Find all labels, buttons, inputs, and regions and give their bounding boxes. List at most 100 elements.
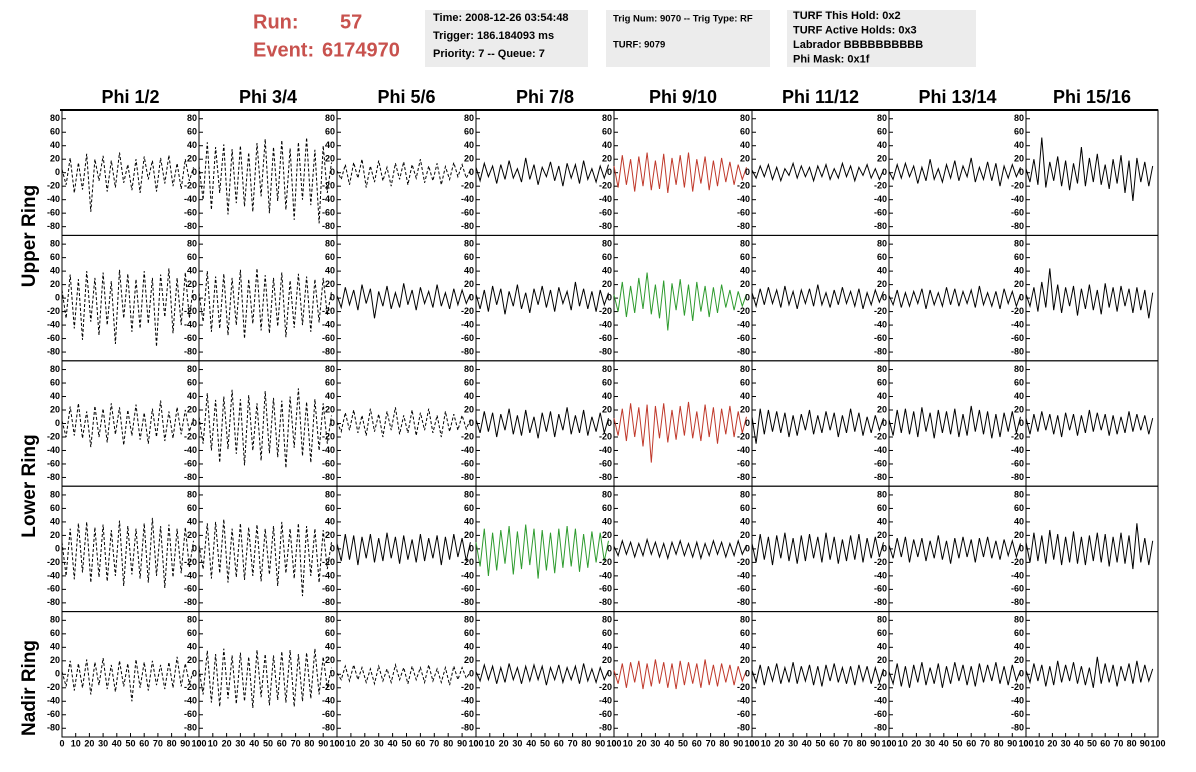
y-tick-label: 40 xyxy=(325,642,335,652)
y-tick-label: -60 xyxy=(1011,208,1024,218)
x-tick-label: 10 xyxy=(208,738,218,748)
y-tick-label: -20 xyxy=(874,306,887,316)
y-tick-label: -20 xyxy=(47,682,60,692)
y-tick-label: 40 xyxy=(325,516,335,526)
y-tick-label: 40 xyxy=(464,265,474,275)
x-tick-label: 80 xyxy=(1127,738,1137,748)
y-tick-label: 40 xyxy=(187,140,197,150)
y-tick-label: 20 xyxy=(1014,279,1024,289)
y-tick-label: -40 xyxy=(1011,696,1024,706)
y-tick-label: -40 xyxy=(47,570,60,580)
y-tick-label: 20 xyxy=(740,655,750,665)
y-tick-label: 20 xyxy=(877,154,887,164)
y-tick-label: -60 xyxy=(47,458,60,468)
y-tick-label: 0 xyxy=(882,669,887,679)
y-tick-label: 40 xyxy=(50,265,60,275)
y-tick-label: 80 xyxy=(1014,489,1024,499)
y-tick-label: -20 xyxy=(599,181,612,191)
y-tick-label: -20 xyxy=(322,431,335,441)
x-tick-label: 0 xyxy=(611,738,616,748)
y-tick-label: -80 xyxy=(461,346,474,356)
x-tick-label: 30 xyxy=(512,738,522,748)
y-tick-label: 20 xyxy=(877,279,887,289)
y-tick-label: 60 xyxy=(877,252,887,262)
waveform xyxy=(198,519,332,597)
y-tick-label: 20 xyxy=(325,404,335,414)
y-tick-label: 40 xyxy=(50,391,60,401)
y-tick-label: -60 xyxy=(1011,709,1024,719)
y-tick-label: 80 xyxy=(1014,239,1024,249)
x-tick-label: 80 xyxy=(443,738,453,748)
waveform xyxy=(475,524,609,579)
y-tick-label: 80 xyxy=(740,239,750,249)
x-tick-label: 0 xyxy=(334,738,339,748)
y-tick-label: 0 xyxy=(1019,292,1024,302)
y-tick-label: 20 xyxy=(187,655,197,665)
y-tick-label: 60 xyxy=(464,503,474,513)
x-tick-label: 0 xyxy=(59,738,64,748)
y-tick-label: 20 xyxy=(602,154,612,164)
y-tick-label: 0 xyxy=(745,543,750,553)
y-tick-label: 60 xyxy=(187,127,197,137)
x-tick-label: 0 xyxy=(473,738,478,748)
y-tick-label: 40 xyxy=(877,140,887,150)
x-tick-label: 30 xyxy=(235,738,245,748)
x-tick-label: 30 xyxy=(650,738,660,748)
y-tick-label: 40 xyxy=(602,265,612,275)
x-tick-label: 90 xyxy=(1007,738,1017,748)
y-tick-label: 60 xyxy=(740,503,750,513)
y-tick-label: -40 xyxy=(322,194,335,204)
x-tick-label: 20 xyxy=(1047,738,1057,748)
y-tick-label: -20 xyxy=(461,682,474,692)
y-tick-label: 0 xyxy=(882,418,887,428)
y-tick-label: -80 xyxy=(599,723,612,733)
y-tick-label: 20 xyxy=(740,154,750,164)
y-tick-label: -80 xyxy=(184,597,197,607)
info-line: Trig Num: 9070 -- Trig Type: RF xyxy=(613,14,753,25)
y-tick-label: 80 xyxy=(50,615,60,625)
y-tick-label: 20 xyxy=(325,279,335,289)
y-tick-label: -60 xyxy=(1011,458,1024,468)
y-tick-label: -80 xyxy=(184,346,197,356)
y-tick-label: 0 xyxy=(330,543,335,553)
y-tick-label: -80 xyxy=(599,346,612,356)
x-tick-label: 70 xyxy=(843,738,853,748)
y-tick-label: 60 xyxy=(325,628,335,638)
y-tick-label: -40 xyxy=(874,696,887,706)
y-tick-label: 60 xyxy=(50,503,60,513)
y-tick-label: -20 xyxy=(47,557,60,567)
y-tick-label: -20 xyxy=(1011,181,1024,191)
x-tick-label: 20 xyxy=(499,738,509,748)
y-tick-label: 40 xyxy=(1014,140,1024,150)
x-tick-label: 90 xyxy=(318,738,328,748)
column-header: Phi 9/10 xyxy=(649,87,717,107)
y-tick-label: 20 xyxy=(1014,154,1024,164)
y-tick-label: 40 xyxy=(602,391,612,401)
event-label: Event: xyxy=(253,39,314,61)
x-tick-label: 80 xyxy=(304,738,314,748)
y-tick-label: 0 xyxy=(1019,669,1024,679)
x-tick-label: 80 xyxy=(857,738,867,748)
y-tick-label: -20 xyxy=(1011,682,1024,692)
y-tick-label: 20 xyxy=(602,655,612,665)
y-tick-label: -60 xyxy=(737,709,750,719)
y-tick-label: -80 xyxy=(47,472,60,482)
y-tick-label: 80 xyxy=(602,615,612,625)
column-header: Phi 1/2 xyxy=(101,87,159,107)
y-tick-label: -80 xyxy=(1011,346,1024,356)
x-tick-label: 20 xyxy=(360,738,370,748)
y-tick-label: 0 xyxy=(607,418,612,428)
y-tick-label: -60 xyxy=(737,584,750,594)
y-tick-label: 20 xyxy=(325,154,335,164)
x-tick-label: 70 xyxy=(1113,738,1123,748)
y-tick-label: -60 xyxy=(322,333,335,343)
x-tick-label: 60 xyxy=(692,738,702,748)
x-tick-label: 20 xyxy=(84,738,94,748)
y-tick-label: 60 xyxy=(602,628,612,638)
y-tick-label: -60 xyxy=(599,709,612,719)
x-tick-label: 20 xyxy=(911,738,921,748)
y-tick-label: 80 xyxy=(187,239,197,249)
waveform xyxy=(336,532,471,566)
y-tick-label: 80 xyxy=(325,113,335,123)
waveform xyxy=(1025,409,1154,438)
